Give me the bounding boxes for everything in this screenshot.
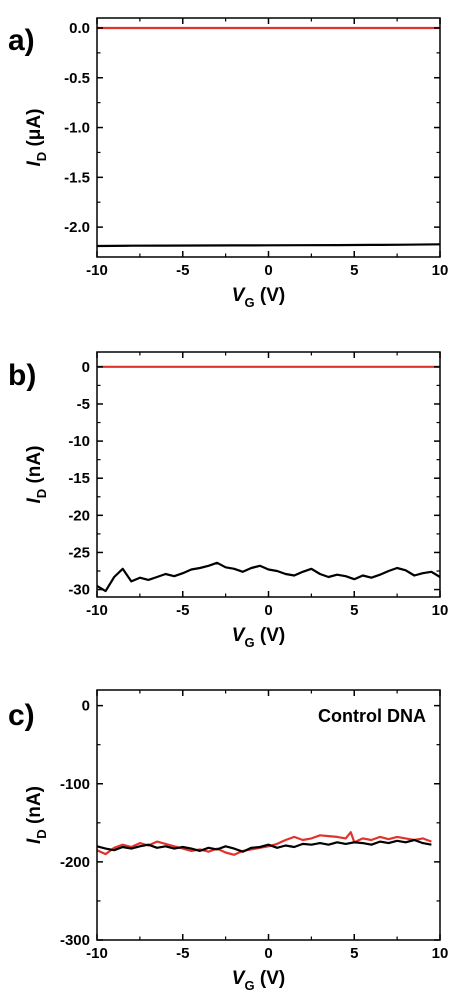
x-axis-label-sub: G xyxy=(244,978,254,993)
y-tick-label: -0.5 xyxy=(64,70,90,87)
x-axis-label: VG (V) xyxy=(232,285,285,310)
chart-annotation: Control DNA xyxy=(318,706,426,726)
chart-panel-0: a) -10 -5 0 5 10 0.0 -0.5 -1.0 -1.5 -2.0 VG (V) ID (… xyxy=(8,17,449,310)
y-tick-label: -10 xyxy=(68,433,90,450)
x-tick-label: -5 xyxy=(176,602,189,619)
y-axis-label: ID (μA) xyxy=(24,109,49,167)
y-axis-label-unit: (μA) xyxy=(24,109,45,152)
y-tick-label: -1.5 xyxy=(64,169,90,186)
x-axis-label-main: V xyxy=(232,285,246,306)
x-axis-label-unit: (V) xyxy=(255,968,286,989)
series-line-0 xyxy=(96,831,432,856)
y-tick-label: 0.0 xyxy=(69,20,90,37)
y-axis-label-sub: D xyxy=(34,152,49,161)
y-axis-label: ID (nA) xyxy=(24,786,49,844)
x-tick-label: -5 xyxy=(176,262,189,279)
y-tick-label: 0 xyxy=(82,698,90,715)
x-axis-label-sub: G xyxy=(244,635,254,650)
x-tick-label: 0 xyxy=(264,262,272,279)
x-axis-label-main: V xyxy=(232,968,246,989)
panel-letter: b) xyxy=(8,359,36,392)
series-line-1 xyxy=(96,838,432,853)
y-tick-label: -5 xyxy=(77,396,90,413)
y-axis-label: ID (nA) xyxy=(24,446,49,504)
x-tick-label: -5 xyxy=(176,945,189,962)
x-axis-label: VG (V) xyxy=(232,625,285,650)
x-tick-label: 0 xyxy=(264,945,272,962)
x-tick-label: -10 xyxy=(86,945,108,962)
y-tick-label: -200 xyxy=(60,854,90,871)
y-tick-label: -1.0 xyxy=(64,120,90,137)
x-tick-label: 10 xyxy=(432,262,449,279)
y-tick-label: -15 xyxy=(68,470,90,487)
x-tick-label: 5 xyxy=(350,262,358,279)
chart-panel-1: b) -10 -5 0 5 10 0 -5 -10 -15 -20 -25 -30 VG (V) ID (n… xyxy=(8,351,449,650)
y-tick-label: -300 xyxy=(60,932,90,949)
x-axis-label-unit: (V) xyxy=(255,625,286,646)
y-axis-label-unit: (nA) xyxy=(24,446,45,489)
x-tick-label: -10 xyxy=(86,262,108,279)
y-tick-label: -20 xyxy=(68,507,90,524)
series-line-1 xyxy=(96,243,441,248)
x-axis-label-main: V xyxy=(232,625,246,646)
x-axis-label-sub: G xyxy=(244,295,254,310)
x-tick-label: 5 xyxy=(350,602,358,619)
y-axis-label-sub: D xyxy=(34,489,49,498)
chart-panel-2: c) -10 -5 0 5 10 0 -100 -200 -300 VG (V) ID (nA) Con… xyxy=(8,689,449,993)
y-axis-label-unit: (nA) xyxy=(24,786,45,829)
y-axis-label-sub: D xyxy=(34,829,49,838)
x-axis-label-unit: (V) xyxy=(255,285,286,306)
y-tick-label: -2.0 xyxy=(64,219,90,236)
x-tick-label: 10 xyxy=(432,945,449,962)
plot-frame xyxy=(96,351,441,598)
series-line-1 xyxy=(96,561,441,593)
panel-letter: a) xyxy=(8,24,35,57)
y-tick-label: -25 xyxy=(68,544,90,561)
panel-letter: c) xyxy=(8,699,35,732)
plot-frame xyxy=(96,689,441,941)
x-tick-label: 10 xyxy=(432,602,449,619)
y-tick-label: 0 xyxy=(82,359,90,376)
x-tick-label: 0 xyxy=(264,602,272,619)
x-tick-label: 5 xyxy=(350,945,358,962)
x-tick-label: -10 xyxy=(86,602,108,619)
y-axis-label-main: I xyxy=(24,497,45,503)
y-axis-label-main: I xyxy=(24,160,45,166)
y-tick-label: -100 xyxy=(60,776,90,793)
plot-frame xyxy=(96,17,441,258)
y-tick-label: -30 xyxy=(68,582,90,599)
y-axis-label-main: I xyxy=(24,838,45,844)
x-axis-label: VG (V) xyxy=(232,968,285,993)
